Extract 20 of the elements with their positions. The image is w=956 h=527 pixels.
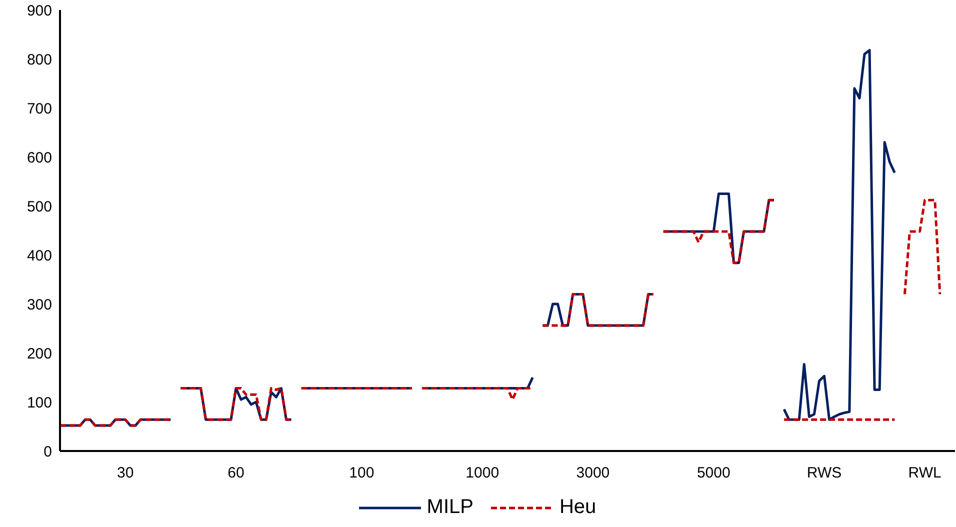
y-tick-label: 800	[26, 51, 52, 68]
y-tick-label: 900	[26, 2, 52, 20]
x-tick-label: RWS	[806, 464, 842, 482]
x-tick-label: 60	[228, 464, 244, 482]
y-tick-label: 500	[26, 198, 52, 216]
y-tick-label: 600	[26, 149, 52, 166]
x-tick-label: RWL	[908, 464, 942, 482]
y-tick-label: 300	[26, 296, 52, 314]
y-tick-label: 0	[44, 443, 52, 460]
x-tick-label: 3000	[576, 464, 610, 482]
y-tick-label: 700	[26, 100, 52, 118]
y-tick-label: 400	[26, 247, 52, 264]
x-tick-label: 5000	[696, 464, 730, 482]
x-tick-label: 30	[117, 464, 134, 482]
y-tick-label: 100	[26, 394, 52, 412]
legend-label: Heu	[559, 496, 596, 519]
y-tick-label: 200	[26, 345, 52, 362]
x-tick-label: 1000	[466, 464, 500, 482]
legend-label: MILP	[426, 496, 474, 519]
x-tick-label: 100	[349, 464, 374, 482]
